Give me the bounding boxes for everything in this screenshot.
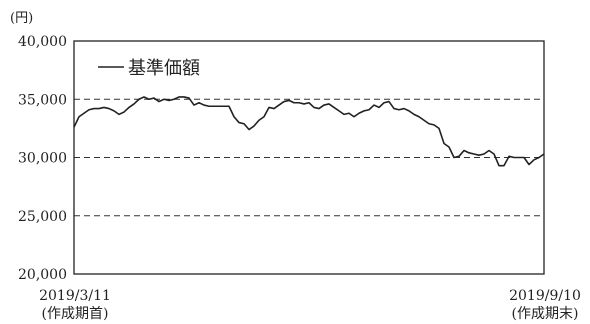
x-end-date: 2019/9/10 [509, 288, 581, 304]
y-tick-label: 30,000 [18, 151, 67, 167]
x-end-caption: (作成期末) [512, 306, 579, 322]
gridlines [74, 98, 544, 217]
x-start-date: 2019/3/11 [39, 288, 111, 304]
y-tick-label: 40,000 [18, 34, 67, 50]
legend: 基準価額 [98, 58, 200, 79]
y-tick-label: 20,000 [18, 267, 67, 283]
x-start-caption: (作成期首) [42, 306, 109, 322]
y-axis-ticks: 20,000 25,000 30,000 35,000 40,000 [18, 34, 67, 283]
series-line-nav [73, 96, 545, 167]
y-tick-label: 35,000 [18, 92, 67, 108]
y-tick-label: 25,000 [18, 209, 67, 225]
legend-label: 基準価額 [128, 58, 200, 79]
y-axis-unit: (円) [10, 11, 33, 26]
plot-frame [73, 40, 545, 275]
